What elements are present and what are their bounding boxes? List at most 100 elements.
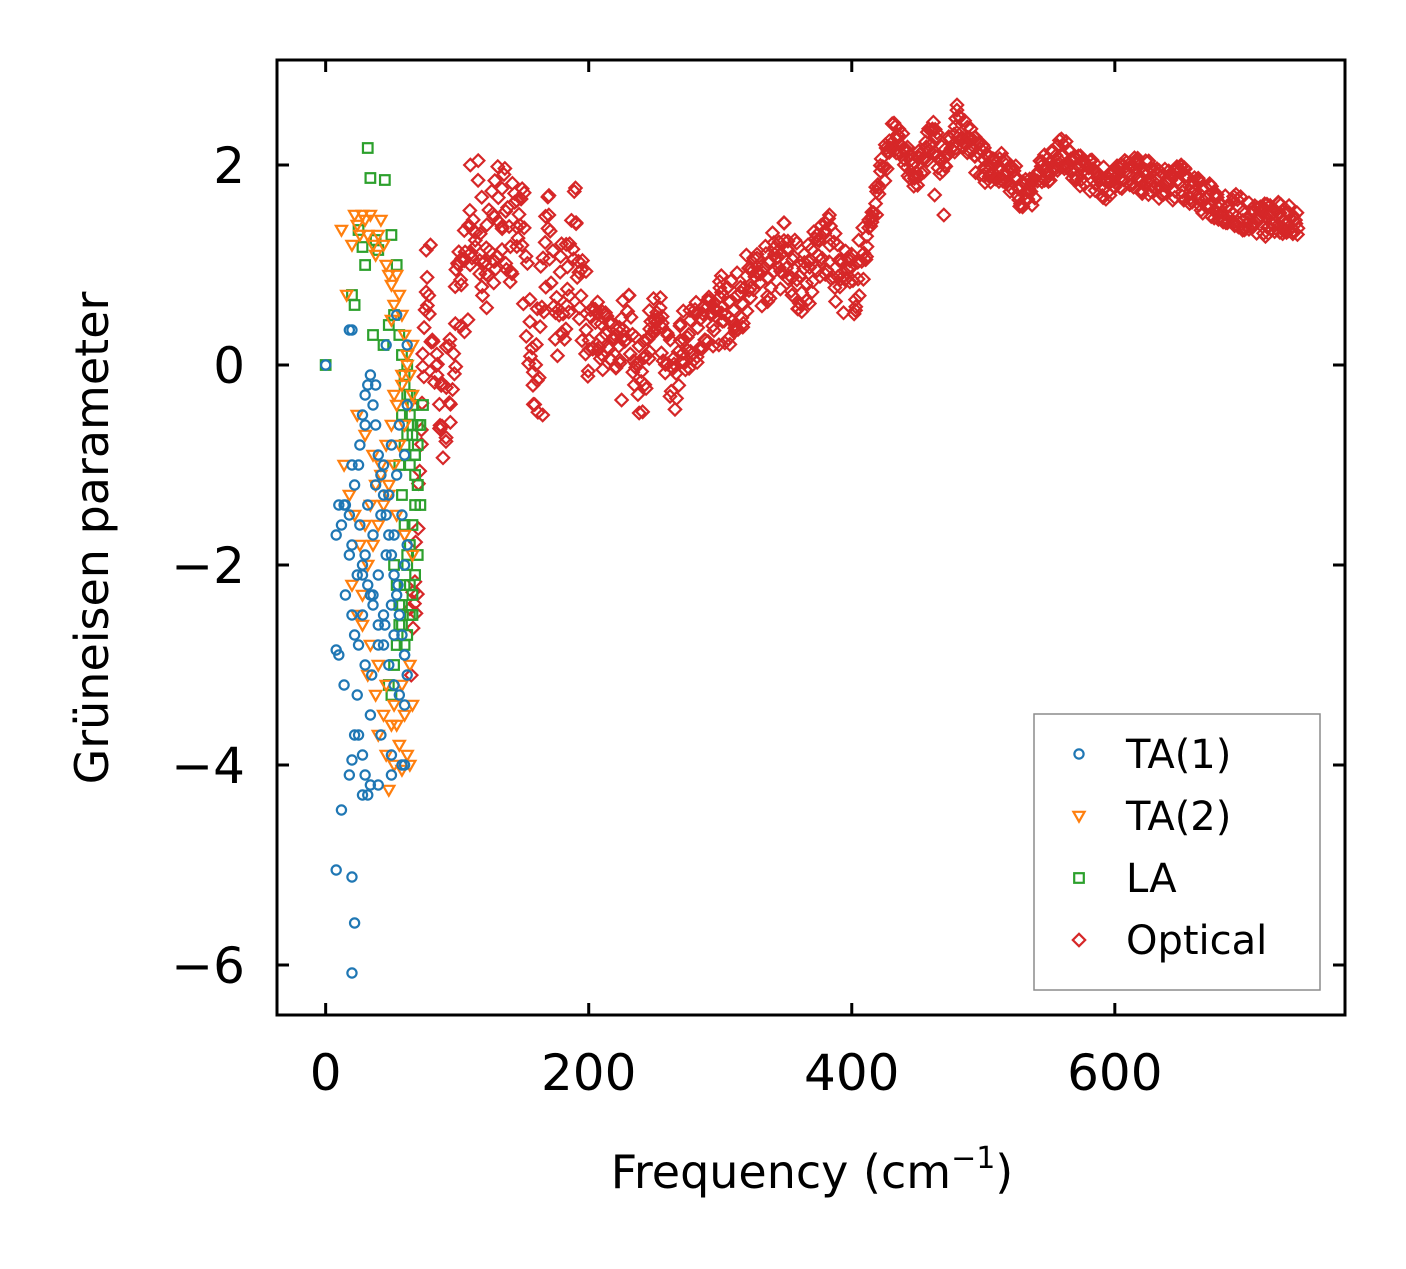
data-point-optical bbox=[916, 164, 932, 180]
data-point-optical bbox=[515, 296, 532, 312]
legend-label: TA(2) bbox=[1125, 794, 1231, 840]
data-point-optical bbox=[677, 362, 694, 378]
x-tick-label: 200 bbox=[541, 1044, 636, 1102]
data-point-ta-1- bbox=[352, 729, 365, 741]
data-point-optical bbox=[438, 429, 454, 446]
data-point-ta-2- bbox=[370, 659, 386, 673]
data-point-optical bbox=[456, 222, 473, 239]
data-point-optical bbox=[720, 330, 737, 347]
data-point-ta-2- bbox=[368, 689, 384, 703]
data-point-optical bbox=[835, 305, 852, 321]
data-point-ta-1- bbox=[377, 489, 390, 501]
data-points-layer bbox=[319, 97, 1306, 979]
data-point-optical bbox=[497, 160, 513, 177]
data-point-la bbox=[403, 459, 416, 471]
data-point-optical bbox=[594, 361, 611, 378]
data-point-optical bbox=[568, 214, 584, 231]
data-point-la bbox=[378, 174, 391, 186]
data-point-la bbox=[359, 259, 372, 271]
y-axis-label: Grüneisen parameter bbox=[65, 291, 119, 784]
series-ta-2- bbox=[333, 209, 420, 798]
data-point-optical bbox=[654, 308, 670, 325]
data-point-ta-2- bbox=[402, 659, 418, 673]
data-point-optical bbox=[421, 306, 438, 322]
data-point-ta-1- bbox=[372, 779, 384, 791]
y-tick-label: 2 bbox=[213, 137, 245, 195]
data-point-optical bbox=[723, 273, 739, 289]
data-point-ta-1- bbox=[346, 754, 358, 766]
data-point-la bbox=[409, 569, 422, 581]
data-point-ta-2- bbox=[376, 499, 392, 513]
data-point-optical bbox=[516, 184, 532, 201]
data-point-ta-1- bbox=[343, 769, 356, 781]
data-point-optical bbox=[641, 350, 657, 367]
data-point-optical bbox=[949, 97, 965, 113]
data-point-optical bbox=[502, 238, 519, 255]
data-point-ta-2- bbox=[341, 489, 357, 503]
data-point-optical bbox=[910, 168, 927, 185]
data-point-optical bbox=[518, 328, 535, 345]
data-point-optical bbox=[598, 326, 614, 343]
data-point-optical bbox=[679, 329, 696, 346]
data-point-optical bbox=[419, 269, 435, 286]
data-point-ta-1- bbox=[367, 589, 379, 601]
data-point-optical bbox=[1247, 214, 1263, 230]
data-point-optical bbox=[631, 338, 647, 354]
data-point-la bbox=[406, 519, 419, 531]
data-point-ta-1- bbox=[396, 629, 408, 641]
data-point-la bbox=[401, 629, 414, 641]
data-point-optical bbox=[735, 296, 751, 313]
data-point-optical bbox=[1023, 183, 1039, 200]
plot-frame bbox=[275, 58, 1347, 1017]
data-point-optical bbox=[479, 217, 495, 233]
data-point-la bbox=[409, 499, 422, 511]
data-point-optical bbox=[445, 345, 462, 362]
data-point-ta-1- bbox=[383, 529, 395, 541]
data-point-optical bbox=[789, 272, 805, 288]
data-point-ta-2- bbox=[383, 279, 399, 293]
data-point-optical bbox=[541, 207, 557, 223]
data-point-optical bbox=[538, 279, 554, 295]
data-point-optical bbox=[772, 281, 789, 297]
data-point-ta-1- bbox=[372, 449, 384, 461]
data-point-optical bbox=[531, 369, 547, 386]
data-point-optical bbox=[481, 243, 498, 259]
data-point-optical bbox=[634, 404, 651, 420]
data-point-ta-1- bbox=[351, 569, 363, 581]
data-point-la bbox=[361, 142, 374, 154]
data-point-optical bbox=[1206, 210, 1222, 226]
data-point-optical bbox=[558, 236, 574, 253]
data-point-optical bbox=[485, 275, 502, 291]
data-point-optical bbox=[766, 263, 782, 279]
data-point-ta-1- bbox=[390, 309, 403, 321]
data-point-optical bbox=[542, 223, 558, 239]
data-point-optical bbox=[729, 265, 745, 281]
y-tick-label: −6 bbox=[171, 937, 245, 995]
data-point-optical bbox=[504, 265, 520, 282]
data-point-optical bbox=[627, 359, 644, 376]
legend-label: Optical bbox=[1126, 918, 1267, 964]
data-point-ta-1- bbox=[348, 729, 361, 741]
data-point-optical bbox=[541, 187, 557, 204]
data-point-optical bbox=[612, 355, 628, 371]
legend-entry: Optical bbox=[1071, 918, 1267, 964]
data-point-optical bbox=[438, 433, 454, 450]
data-point-optical bbox=[403, 667, 420, 683]
data-point-ta-1- bbox=[338, 499, 350, 511]
data-point-optical bbox=[452, 272, 469, 288]
data-point-ta-1- bbox=[330, 529, 342, 541]
data-point-optical bbox=[713, 305, 730, 321]
data-point-optical bbox=[717, 335, 733, 351]
y-tick-label: −4 bbox=[171, 737, 245, 795]
data-point-optical bbox=[859, 238, 875, 255]
data-point-optical bbox=[416, 319, 432, 336]
data-point-optical bbox=[745, 281, 762, 298]
data-point-ta-2- bbox=[386, 389, 402, 403]
data-point-optical bbox=[571, 311, 588, 327]
data-point-ta-2- bbox=[397, 709, 413, 723]
data-point-optical bbox=[689, 319, 706, 336]
data-point-optical bbox=[496, 166, 512, 183]
x-axis-label: Frequency (cm−1) bbox=[611, 1141, 1014, 1199]
data-point-optical bbox=[936, 157, 953, 173]
